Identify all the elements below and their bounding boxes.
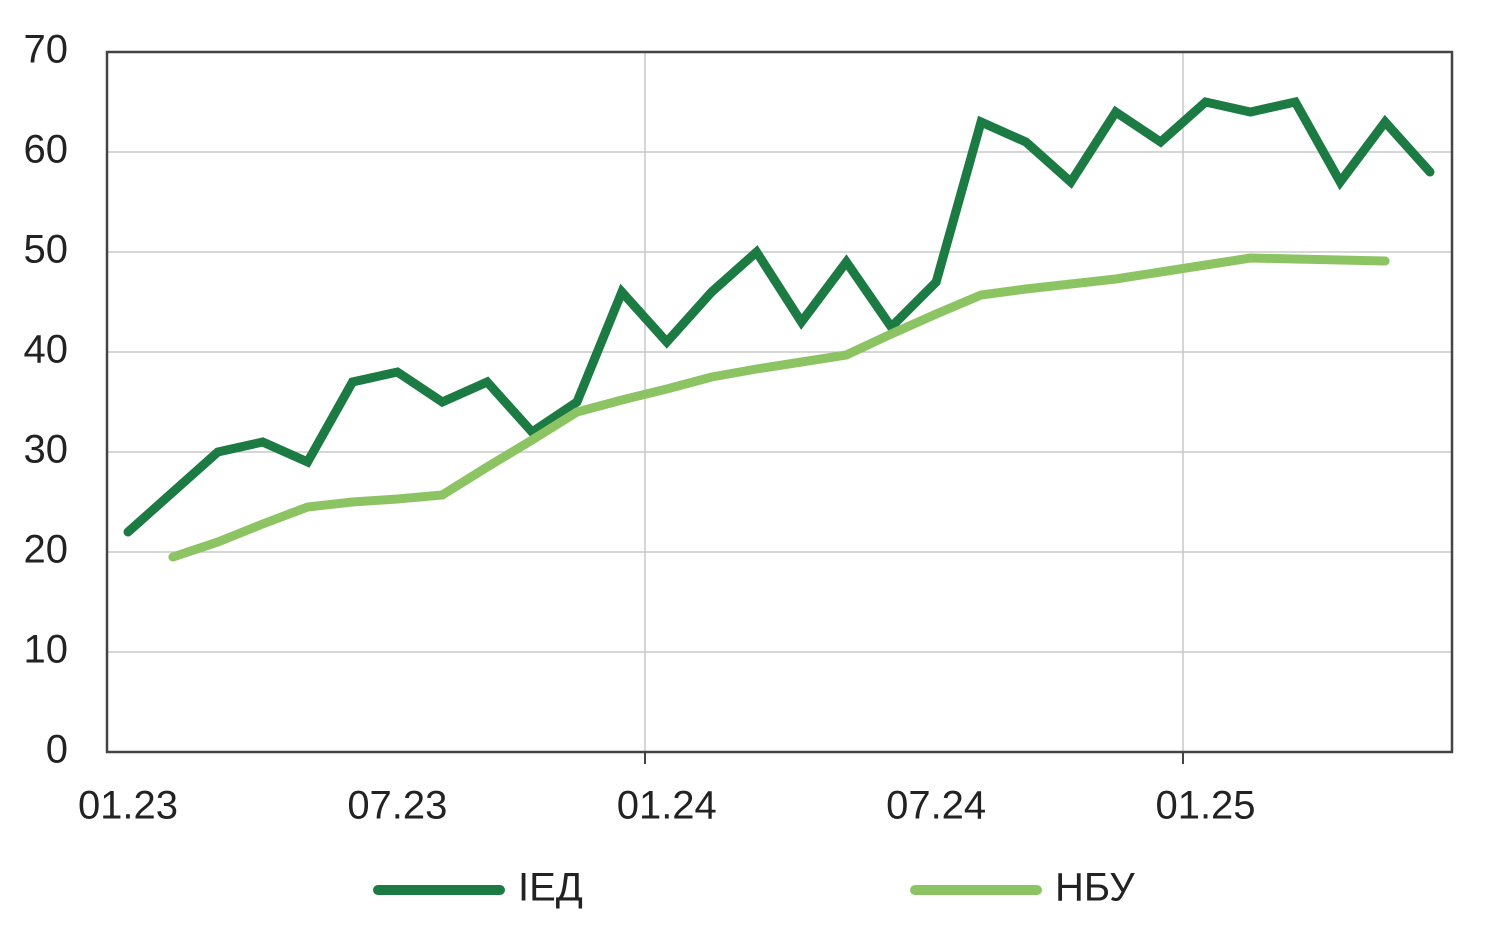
y-tick-label: 60 bbox=[24, 128, 69, 172]
x-tick-label: 01.24 bbox=[617, 784, 717, 828]
series-line bbox=[123, 96, 1435, 537]
y-tick-label: 10 bbox=[24, 628, 69, 672]
x-tick-label: 07.24 bbox=[886, 784, 986, 828]
x-tick-label: 01.25 bbox=[1155, 784, 1255, 828]
series-line bbox=[168, 253, 1390, 562]
y-tick-label: 50 bbox=[24, 228, 69, 272]
x-tick-label: 07.23 bbox=[347, 784, 447, 828]
y-tick-label: 0 bbox=[46, 728, 68, 772]
legend-label: НБУ bbox=[1055, 866, 1135, 910]
y-tick-label: 20 bbox=[24, 528, 69, 572]
y-tick-label: 40 bbox=[24, 328, 69, 372]
x-tick-label: 01.23 bbox=[78, 784, 178, 828]
legend-label: ІЕД bbox=[518, 866, 583, 910]
y-tick-label: 70 bbox=[24, 28, 69, 72]
plot-frame bbox=[105, 50, 1454, 754]
y-tick-label: 30 bbox=[24, 428, 69, 472]
